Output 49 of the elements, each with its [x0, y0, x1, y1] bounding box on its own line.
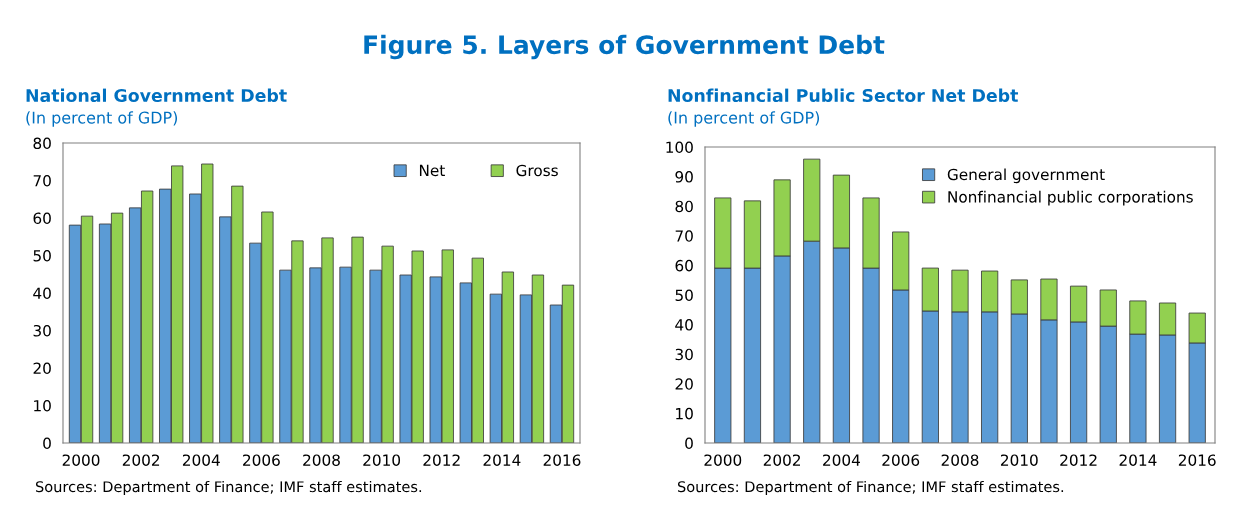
x-tick-label: 2012 — [1060, 454, 1097, 466]
x-tick-label: 2008 — [941, 454, 979, 466]
y-tick-label: 50 — [33, 249, 51, 262]
text: Figure 5. Layers of Government Debt — [364, 34, 885, 60]
y-tick-label: 100 — [666, 141, 693, 154]
x-tick-label: 2012 — [423, 454, 460, 466]
y-tick-label: 20 — [33, 362, 51, 375]
x-tick-label: 2000 — [704, 454, 742, 466]
chart-subtitle: (In percent of GDP) — [26, 111, 178, 127]
x-tick-label: 2006 — [243, 454, 280, 466]
y-tick-label: 30 — [33, 324, 51, 337]
y-tick-label: 50 — [675, 289, 693, 302]
chart-subtitle: (In percent of GDP) — [668, 111, 820, 127]
y-tick-label: 70 — [33, 174, 51, 187]
x-tick-label: 2010 — [363, 454, 401, 466]
y-tick-label: 80 — [33, 137, 51, 150]
y-tick-label: 20 — [675, 378, 693, 390]
chart-title: National Government Debt — [26, 88, 287, 103]
y-tick-label: 90 — [675, 171, 693, 183]
y-tick-label: 80 — [675, 200, 693, 213]
y-tick-label: 30 — [675, 348, 693, 361]
y-tick-label: 10 — [34, 399, 51, 412]
x-tick-label: 2004 — [823, 454, 860, 466]
source-note: Sources: Department of Finance; IMF staff estimates. — [35, 480, 422, 496]
x-tick-label: 2002 — [122, 454, 160, 466]
y-tick-label: 10 — [676, 407, 693, 420]
x-tick-label: 2016 — [543, 454, 581, 466]
legend-label: General government — [947, 168, 1105, 184]
legend-label: Net — [419, 164, 445, 177]
legend-label: Nonfinancial public corporations — [948, 190, 1193, 206]
x-tick-label: 2002 — [763, 454, 800, 466]
y-tick-label: 0 — [43, 437, 51, 450]
chart-title: Nonfinancial Public Sector Net Debt — [668, 88, 1019, 103]
y-tick-label: 0 — [685, 437, 693, 450]
y-tick-label: 40 — [675, 319, 693, 331]
x-tick-label: 2008 — [303, 454, 340, 466]
x-tick-label: 2006 — [882, 454, 920, 466]
x-tick-label: 2004 — [182, 454, 220, 466]
x-tick-label: 2000 — [62, 454, 100, 466]
x-tick-label: 2016 — [1178, 454, 1216, 466]
legend-label: Gross — [516, 164, 558, 177]
y-tick-label: 60 — [675, 259, 693, 272]
y-tick-label: 40 — [33, 287, 51, 300]
y-tick-label: 60 — [33, 212, 51, 225]
x-tick-label: 2010 — [1000, 454, 1038, 466]
x-tick-label: 2014 — [483, 454, 521, 466]
source-note: Sources: Department of Finance; IMF staff estimates. — [677, 480, 1064, 496]
x-tick-label: 2014 — [1119, 454, 1157, 466]
y-tick-label: 70 — [675, 230, 693, 242]
